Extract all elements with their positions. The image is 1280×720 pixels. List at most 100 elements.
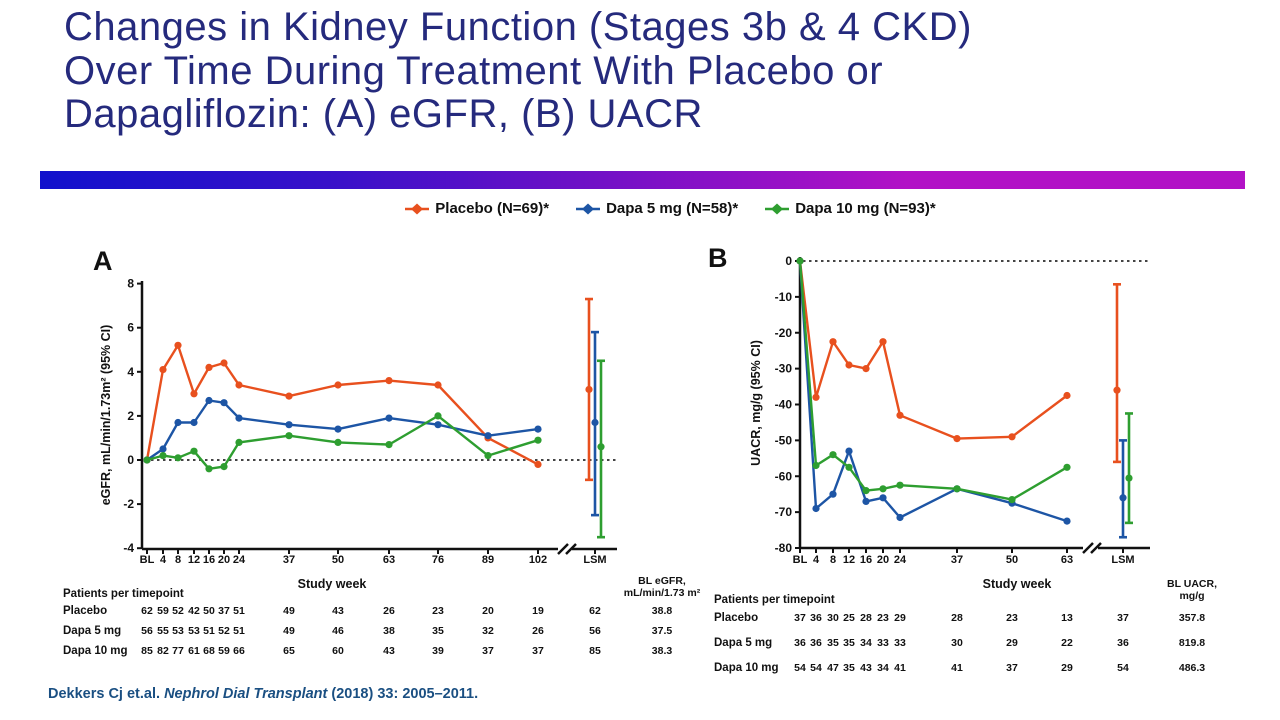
table-cell: 55 [157,625,169,637]
axis-break-icon [557,543,569,555]
table-cell: 28 [860,612,872,624]
table-cell-baseline-value: 357.8 [1178,612,1206,624]
y-tick-label: -30 [775,362,793,376]
table-cell-baseline-value: 819.8 [1178,637,1206,649]
legend-marker-icon [576,203,601,214]
table-cell: 28 [951,612,963,624]
citation: Dekkers Cj et.al. Nephrol Dial Transplan… [48,686,478,702]
data-point [829,451,837,459]
table-cell: 20 [482,605,494,617]
patients-per-timepoint-label: Patients per timepoint [714,594,835,606]
data-point [879,338,887,346]
data-point [845,447,853,455]
table-cell: 41 [894,662,906,674]
table-cell: 59 [157,605,169,617]
data-point [190,418,198,427]
lsm-mean-point [591,418,599,427]
table-cell: 37 [482,645,494,657]
lsm-tick-label: LSM [583,554,606,566]
table-cell: 54 [1117,662,1129,674]
y-tick-label: 4 [127,365,134,379]
y-tick-label: -20 [775,326,793,340]
data-point [812,504,820,513]
legend-item-1: Dapa 5 mg (N=58)* [575,200,738,217]
table-row-label: Dapa 10 mg [714,662,779,674]
data-point [829,338,837,346]
y-tick-label: 6 [127,321,134,335]
table-cell: 56 [141,625,153,637]
table-cell: 49 [283,605,295,617]
x-tick-label: 102 [529,554,547,566]
table-cell: 30 [827,612,839,624]
x-tick-label: 8 [830,554,836,566]
table-cell: 37 [1117,612,1129,624]
table-cell: 56 [589,625,601,637]
data-point [205,396,213,405]
x-tick-label: 24 [233,554,246,566]
table-cell: 23 [1006,612,1018,624]
table-cell: 30 [951,637,963,649]
table-cell: 35 [827,637,839,649]
legend-label: Placebo (N=69)* [435,200,550,217]
data-point [896,411,904,419]
table-cell: 23 [432,605,444,617]
table-cell: 51 [233,605,245,617]
table-cell: 35 [843,662,855,674]
data-point [334,438,342,446]
x-tick-label: 24 [894,554,907,566]
table-cell: 36 [810,612,822,624]
panel-b-label: B [708,243,728,273]
data-point [174,341,182,349]
table-cell: 47 [827,662,839,674]
x-tick-label: BL [140,554,155,566]
citation-authors: Dekkers Cj et.al. [48,686,165,702]
data-point [534,425,542,433]
lsm-mean-point [585,385,593,394]
data-point [285,392,293,400]
baseline-column-header: mg/g [1179,590,1205,602]
table-row-label: Dapa 5 mg [63,625,122,637]
table-cell: 35 [432,625,444,637]
table-cell: 42 [188,605,200,617]
table-cell: 49 [283,625,295,637]
data-point [862,365,870,373]
data-point [484,432,492,440]
y-tick-label: -2 [123,497,134,511]
y-tick-label: 0 [785,254,792,268]
y-tick-label: -40 [775,398,793,412]
uacr-xaxis-title: Study week [982,577,1052,591]
table-cell: 32 [482,625,494,637]
data-point [235,381,243,389]
data-point [534,460,542,468]
y-tick-label: 8 [127,277,134,291]
table-cell: 53 [188,625,200,637]
table-cell: 85 [589,645,601,657]
table-cell-baseline-value: 37.5 [651,625,673,637]
table-cell: 77 [172,645,184,657]
x-tick-label: 4 [160,554,167,566]
y-tick-label: -80 [775,541,793,555]
data-point [896,513,904,522]
lsm-mean-point [1119,494,1127,502]
baseline-column-header: BL eGFR, [638,575,686,587]
slide-title: Changes in Kidney Function (Stages 3b & … [64,5,1254,137]
data-point [220,463,228,471]
table-cell: 41 [951,662,963,674]
table-row-label: Placebo [63,605,108,617]
x-tick-label: 12 [843,554,855,566]
x-tick-label: 50 [1006,554,1018,566]
axis-break-icon [1082,542,1094,554]
x-tick-label: 16 [203,554,215,566]
data-point [334,381,342,389]
data-point [159,366,167,374]
table-cell-baseline-value: 486.3 [1178,662,1206,674]
legend-item-2: Dapa 10 mg (N=93)* [764,200,936,217]
data-point [174,454,182,462]
table-cell: 33 [877,637,889,649]
table-cell: 34 [860,637,872,649]
table-row-label: Dapa 10 mg [63,645,128,657]
data-point [334,425,342,433]
egfr-xaxis-title: Study week [297,577,367,591]
